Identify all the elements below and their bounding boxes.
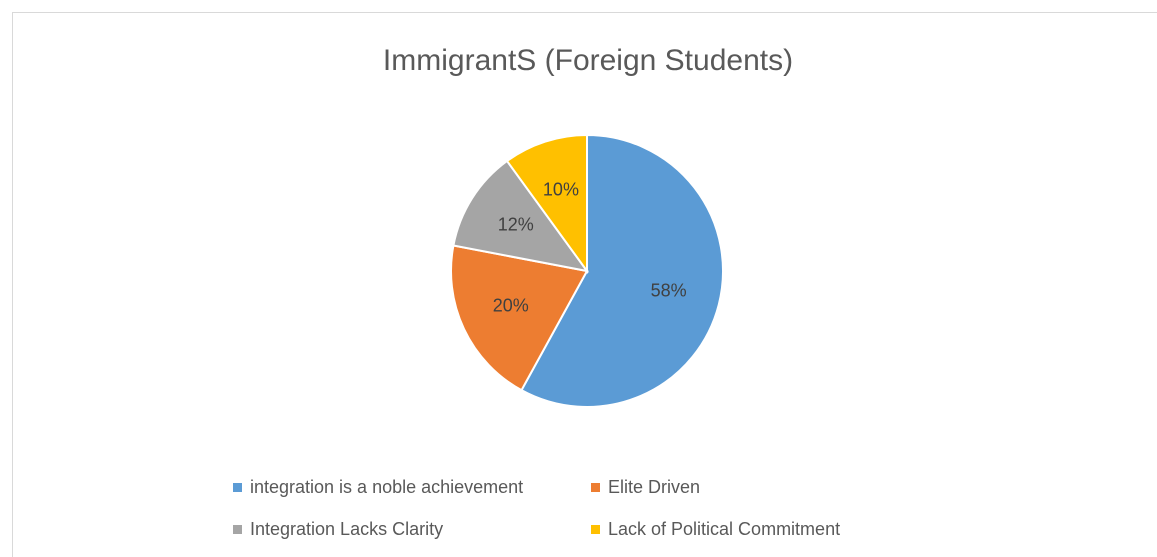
pie-slice bbox=[505, 133, 588, 275]
data-label: 20% bbox=[493, 296, 529, 316]
legend-swatch bbox=[591, 483, 600, 492]
pie-slice bbox=[450, 244, 589, 392]
chart-title: ImmigrantS (Foreign Students) bbox=[383, 44, 793, 77]
data-label: 10% bbox=[543, 180, 579, 200]
legend-swatch bbox=[233, 525, 242, 534]
legend-label: Elite Driven bbox=[608, 477, 700, 497]
legend-label: Lack of Political Commitment bbox=[608, 519, 840, 539]
data-label: 58% bbox=[651, 281, 687, 301]
legend-swatch bbox=[233, 483, 242, 492]
pie-slice bbox=[452, 159, 590, 273]
legend-label: Integration Lacks Clarity bbox=[250, 519, 443, 539]
legend-label: integration is a noble achievement bbox=[250, 477, 523, 497]
data-label: 12% bbox=[498, 215, 534, 235]
pie-slice bbox=[520, 133, 724, 408]
legend-swatch bbox=[591, 525, 600, 534]
